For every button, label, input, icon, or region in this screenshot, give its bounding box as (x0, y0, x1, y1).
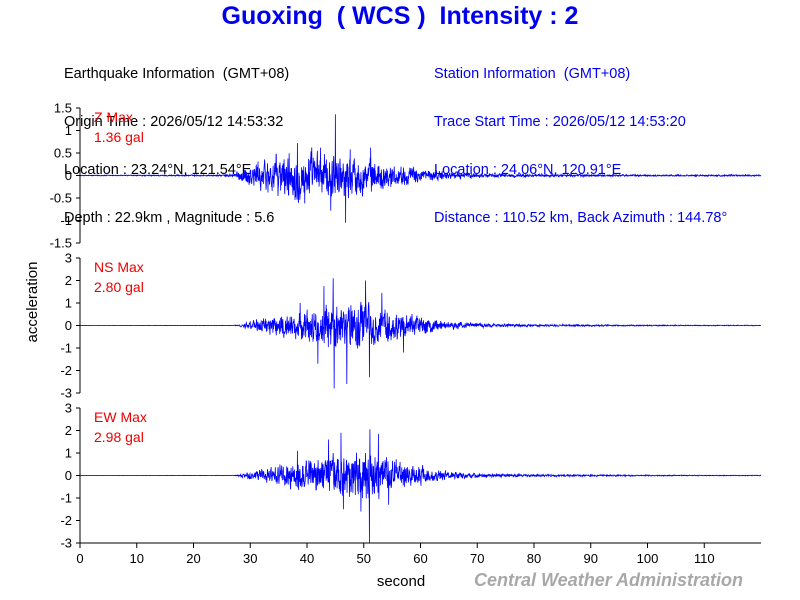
page-title: Guoxing ( WCS ) Intensity : 2 (221, 2, 579, 30)
y-tick-label-ew: -2 (60, 513, 72, 528)
max-label-ns: NS Max (94, 259, 144, 275)
x-tick-label: 50 (357, 551, 371, 566)
y-tick-label-ew: 1 (65, 446, 72, 461)
x-tick-label: 10 (130, 551, 144, 566)
depth-magnitude: Depth : 22.9km , Magnitude : 5.6 (64, 210, 275, 226)
earthquake-info-heading: Earthquake Information (GMT+08) (64, 66, 290, 82)
y-tick-label-z: 0.5 (54, 146, 72, 161)
y-tick-label-ns: -1 (60, 341, 72, 356)
y-tick-label-ns: 2 (65, 273, 72, 288)
y-axis-label: acceleration (24, 262, 41, 343)
x-tick-label: 90 (584, 551, 598, 566)
y-tick-label-ew: -1 (60, 491, 72, 506)
y-tick-label-ew: 0 (65, 468, 72, 483)
max-label-ew: EW Max (94, 409, 147, 425)
y-tick-label-ew: 2 (65, 423, 72, 438)
y-tick-label-z: -1.5 (50, 236, 72, 251)
y-tick-label-ns: -3 (60, 386, 72, 401)
x-tick-label: 30 (243, 551, 257, 566)
y-tick-label-ew: 3 (65, 401, 72, 416)
x-tick-label: 40 (300, 551, 314, 566)
y-tick-label-z: 0 (65, 168, 72, 183)
max-value-ew: 2.98 gal (94, 429, 144, 445)
panel-ew: -3 -2 -1 0 1 2 3 EW Max 2.98 gal (60, 401, 762, 551)
station-info-heading: Station Information (GMT+08) (434, 66, 631, 82)
max-value-ns: 2.80 gal (94, 279, 144, 295)
distance-azimuth: Distance : 110.52 km, Back Azimuth : 144… (434, 210, 728, 226)
y-tick-label-ew: -3 (60, 536, 72, 551)
waveform-ew (79, 429, 762, 543)
y-tick-label-z: -1 (60, 213, 72, 228)
footer-credit: Central Weather Administration (474, 570, 744, 590)
y-tick-label-z: -0.5 (50, 191, 72, 206)
station-info: Station Information (GMT+08) Trace Start… (434, 34, 727, 242)
waveform-ns (79, 278, 762, 389)
panel-z: -1.5 -1 -0.5 0 0.5 1 1.5 Z Max 1.36 gal (50, 101, 762, 251)
y-tick-label-ns: 0 (65, 318, 72, 333)
y-tick-label-z: 1.5 (54, 101, 72, 116)
x-tick-label: 110 (694, 551, 715, 566)
x-tick-label: 0 (76, 551, 83, 566)
max-value-z: 1.36 gal (94, 129, 144, 145)
max-label-z: Z Max (94, 109, 133, 125)
x-tick-label: 60 (413, 551, 427, 566)
origin-time: Origin Time : 2026/05/12 14:53:32 (64, 114, 284, 130)
waveform-z (79, 114, 762, 223)
trace-start-time: Trace Start Time : 2026/05/12 14:53:20 (434, 114, 686, 130)
y-tick-label-ns: 1 (65, 296, 72, 311)
panel-ns: -3 -2 -1 0 1 2 3 NS Max 2.80 gal (60, 251, 762, 401)
x-tick-label: 20 (186, 551, 200, 566)
y-tick-label-z: 1 (65, 123, 72, 138)
y-tick-label-ns: 3 (65, 251, 72, 266)
x-axis-label: second (377, 573, 425, 590)
x-tick-label: 70 (470, 551, 484, 566)
x-tick-label: 100 (637, 551, 659, 566)
x-tick-label: 80 (527, 551, 541, 566)
y-tick-label-ns: -2 (60, 363, 72, 378)
